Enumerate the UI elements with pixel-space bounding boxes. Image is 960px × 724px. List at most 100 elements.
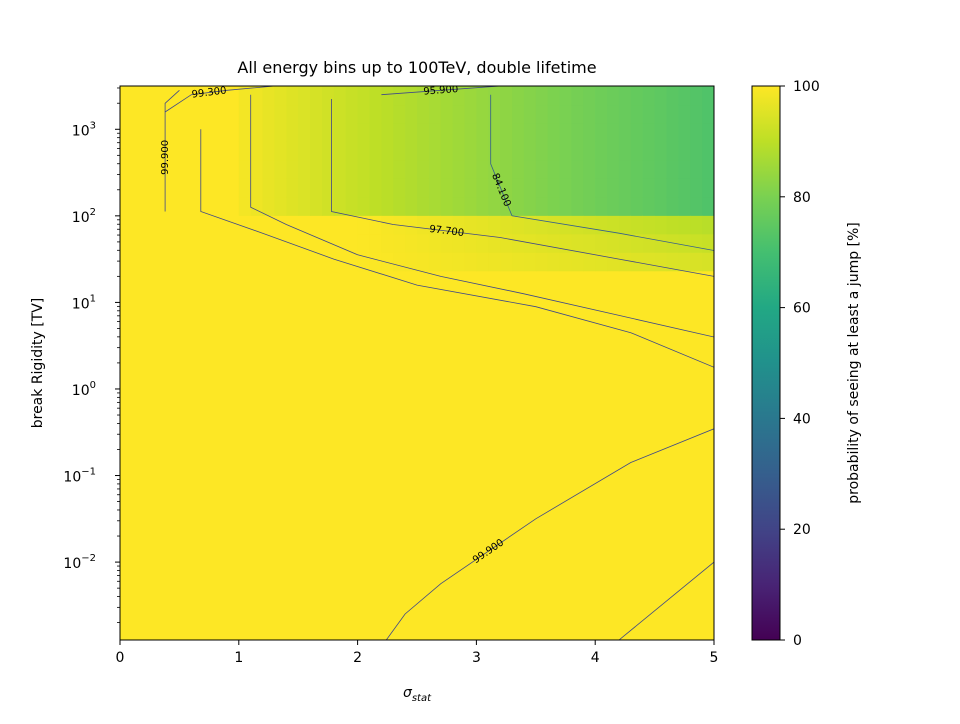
heatmap-cell bbox=[381, 122, 394, 142]
heatmap-cell bbox=[523, 159, 537, 179]
colorbar-ticks: 0 20 40 60 80 100 bbox=[780, 79, 820, 649]
heatmap-cell bbox=[345, 141, 359, 161]
heatmap-cell bbox=[464, 252, 477, 272]
heatmap-cell bbox=[274, 159, 287, 179]
heatmap-cell bbox=[274, 178, 287, 198]
heatmap-cell bbox=[238, 196, 252, 216]
heatmap-cell bbox=[464, 86, 477, 106]
heatmap-cell bbox=[381, 196, 394, 216]
heatmap-cell bbox=[630, 178, 644, 198]
heatmap-cell bbox=[678, 196, 691, 216]
heatmap-cell bbox=[618, 233, 632, 253]
heatmap-cell bbox=[357, 196, 371, 216]
heatmap-cell bbox=[310, 141, 323, 161]
heatmap-cell bbox=[333, 104, 347, 124]
heatmap-cell bbox=[464, 196, 477, 216]
heatmap-cell bbox=[452, 122, 466, 142]
heatmap-cell bbox=[630, 86, 644, 106]
heatmap-cell bbox=[654, 178, 668, 198]
heatmap-cell bbox=[238, 104, 252, 124]
heatmap-cell bbox=[690, 215, 703, 235]
heatmap-cell bbox=[642, 252, 656, 272]
heatmap-cell bbox=[654, 196, 668, 216]
heatmap-cell bbox=[607, 104, 620, 124]
y-tick-label: 102 bbox=[72, 207, 96, 226]
heatmap-cell bbox=[262, 122, 276, 142]
heatmap-cell bbox=[464, 104, 477, 124]
heatmap-cell bbox=[571, 196, 584, 216]
heatmap-cell bbox=[571, 178, 584, 198]
heatmap-cell bbox=[595, 233, 608, 253]
colorbar-tick-label: 40 bbox=[793, 411, 811, 427]
heatmap-cell bbox=[393, 178, 406, 198]
heatmap-cell bbox=[286, 159, 299, 179]
heatmap-cell bbox=[666, 104, 679, 124]
heatmap-cell bbox=[618, 215, 632, 235]
heatmap-cell bbox=[452, 86, 466, 106]
heatmap-cell bbox=[274, 141, 287, 161]
heatmap-cell bbox=[571, 252, 584, 272]
heatmap-cell bbox=[476, 178, 489, 198]
heatmap-cell bbox=[547, 233, 561, 253]
y-tick-base: 10 bbox=[72, 383, 90, 399]
heatmap-cell bbox=[321, 104, 335, 124]
heatmap-cell bbox=[607, 196, 620, 216]
heatmap-cell bbox=[535, 141, 549, 161]
heatmap-cell bbox=[440, 86, 454, 106]
heatmap-cell bbox=[535, 215, 549, 235]
heatmap-cell bbox=[654, 215, 668, 235]
heatmap-cell bbox=[464, 178, 477, 198]
heatmap-cell bbox=[262, 86, 276, 106]
y-tick-exponent: 1 bbox=[90, 293, 96, 304]
heatmap-cell bbox=[500, 122, 513, 142]
contour-label: 97.700 bbox=[429, 224, 465, 239]
heatmap-cell bbox=[345, 86, 359, 106]
heatmap-cell bbox=[298, 141, 311, 161]
heatmap-cell bbox=[238, 141, 252, 161]
heatmap-cell bbox=[547, 86, 561, 106]
heatmap-cell bbox=[238, 122, 252, 142]
heatmap-cell bbox=[630, 122, 644, 142]
y-tick-label: 101 bbox=[72, 293, 96, 312]
heatmap-cell bbox=[512, 252, 525, 272]
heatmap-cell bbox=[369, 86, 382, 106]
heatmap-cell bbox=[345, 196, 359, 216]
heatmap-cell bbox=[547, 159, 561, 179]
heatmap-cell bbox=[345, 104, 359, 124]
heatmap-cell bbox=[512, 233, 525, 253]
contour-line bbox=[490, 94, 714, 251]
heatmap-cell bbox=[476, 86, 489, 106]
y-tick-exponent: 2 bbox=[90, 207, 96, 218]
contour-line bbox=[381, 86, 714, 96]
heatmap-cell bbox=[250, 178, 264, 198]
heatmap-cell bbox=[310, 86, 323, 106]
y-tick-label: 103 bbox=[72, 120, 96, 139]
heatmap-cell bbox=[452, 196, 466, 216]
heatmap-cell bbox=[464, 159, 477, 179]
heatmap-cell bbox=[642, 178, 656, 198]
heatmap-cell bbox=[298, 104, 311, 124]
heatmap-cell bbox=[690, 252, 703, 272]
heatmap-cell bbox=[512, 122, 525, 142]
heatmap-cell bbox=[654, 141, 668, 161]
heatmap-cell bbox=[654, 104, 668, 124]
heatmap-cell bbox=[381, 233, 394, 253]
heatmap-cell bbox=[238, 178, 252, 198]
heatmap-cell bbox=[535, 252, 549, 272]
heatmap-cell bbox=[678, 178, 691, 198]
contour-line bbox=[618, 561, 714, 640]
heatmap-cell bbox=[547, 141, 561, 161]
heatmap-cell bbox=[500, 141, 513, 161]
heatmap-cell bbox=[452, 215, 466, 235]
heatmap-cell bbox=[642, 196, 656, 216]
contour-line bbox=[331, 99, 714, 277]
heatmap-cell bbox=[488, 122, 501, 142]
x-tick-label: 1 bbox=[234, 650, 243, 666]
heatmap-cell bbox=[607, 159, 620, 179]
contour-line bbox=[385, 428, 714, 640]
heatmap-cell bbox=[286, 104, 299, 124]
heatmap-cell bbox=[262, 196, 276, 216]
y-tick-base: 10 bbox=[72, 210, 90, 226]
